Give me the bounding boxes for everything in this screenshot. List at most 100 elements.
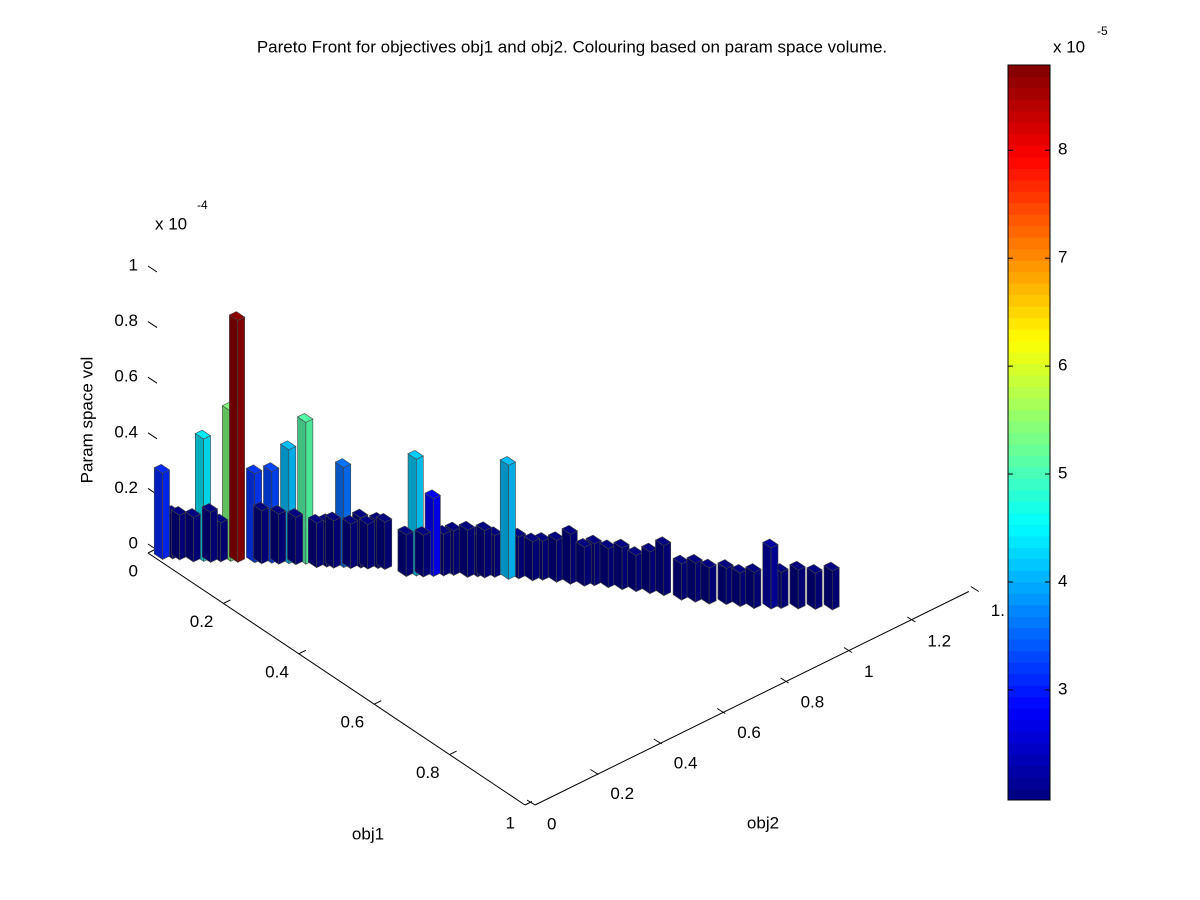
bar	[414, 526, 431, 578]
bar-front	[484, 526, 492, 579]
bar-side	[184, 511, 194, 563]
x-tick	[223, 599, 231, 604]
bar-top	[745, 563, 762, 573]
bar-top	[686, 554, 703, 564]
bar-top	[351, 508, 369, 519]
colorbar-frame	[1007, 64, 1051, 801]
bar	[613, 538, 630, 591]
colorbar-cell	[1008, 306, 1050, 319]
bar-side	[253, 504, 262, 565]
bar-side	[397, 528, 407, 578]
bar-top	[806, 564, 823, 574]
bar-front	[780, 568, 789, 610]
bar-top	[499, 456, 517, 466]
bar	[806, 564, 823, 611]
bar	[627, 546, 644, 593]
bar	[269, 504, 287, 565]
bar-top	[228, 311, 246, 321]
x-tick	[298, 649, 307, 655]
colorbar-cell	[1008, 340, 1050, 353]
bar	[201, 503, 219, 563]
colorbar-cell	[1008, 650, 1050, 663]
bar	[397, 525, 414, 578]
x-tick	[373, 700, 382, 705]
colorbar-cell	[1008, 731, 1050, 744]
bar	[717, 559, 734, 606]
bar-front	[797, 566, 806, 610]
bar-side	[641, 545, 651, 595]
bar-top	[717, 559, 734, 569]
colorbar-cell	[1008, 788, 1050, 801]
colorbar-cell	[1008, 719, 1050, 732]
bar-front	[708, 564, 717, 605]
y-tick-label: 0.8	[801, 692, 825, 711]
bar-top	[269, 504, 287, 515]
bar-side	[599, 542, 609, 589]
bar	[341, 514, 359, 570]
bar-side	[325, 514, 334, 569]
z-tick-label: 0	[129, 533, 138, 552]
bar-side	[270, 508, 280, 565]
z-tick	[147, 376, 158, 384]
colorbar-cell	[1008, 443, 1050, 456]
colorbar-cell	[1008, 294, 1050, 307]
colorbar-cell	[1008, 512, 1050, 525]
colorbar-cell	[1008, 248, 1050, 261]
colorbar-cell	[1008, 375, 1050, 388]
bar-front	[422, 531, 431, 578]
bar-front	[433, 494, 441, 577]
bar-front	[367, 520, 376, 570]
colorbar-cell	[1008, 352, 1050, 365]
bar	[307, 513, 325, 569]
colorbar-cell	[1008, 225, 1050, 238]
colorbar-cell	[1008, 432, 1050, 445]
colorbar-cell	[1008, 639, 1050, 652]
bar-side	[700, 561, 710, 605]
x-tick-label: 0.8	[416, 763, 440, 782]
bar-front	[333, 517, 341, 569]
colorbar-cell	[1008, 168, 1050, 181]
bar-front	[443, 530, 451, 577]
bar-front	[770, 544, 779, 610]
bar-side	[499, 459, 509, 580]
bar-front	[405, 531, 414, 578]
bar-side	[414, 529, 424, 578]
y-tick	[970, 586, 980, 592]
bar-front	[384, 518, 393, 571]
colorbar-cell	[1008, 237, 1050, 250]
x-axis-title: obj1	[352, 824, 384, 843]
bar-side	[376, 516, 386, 571]
colorbar-cell	[1008, 179, 1050, 192]
colorbar-cell	[1008, 478, 1050, 491]
colorbar-tick-label: 4	[1058, 571, 1067, 590]
colorbar-cell	[1008, 696, 1050, 709]
bar-top	[184, 508, 202, 518]
bar-top	[324, 511, 342, 522]
bar-front	[193, 513, 201, 563]
bar-top	[201, 503, 219, 513]
bar-side	[359, 518, 369, 570]
bar-side	[806, 567, 816, 611]
bar-front	[532, 538, 540, 582]
bar	[599, 539, 616, 589]
y-tick	[653, 738, 663, 745]
bar-top	[585, 534, 602, 545]
colorbar-cell	[1008, 76, 1050, 89]
bar	[458, 520, 476, 578]
colorbar-cell	[1008, 765, 1050, 778]
colorbar-cell	[1008, 283, 1050, 296]
bar-front	[814, 569, 823, 610]
colorbar-cell	[1008, 87, 1050, 100]
colorbar-cell	[1008, 673, 1050, 686]
bar-top	[789, 560, 806, 571]
bar	[575, 538, 592, 587]
colorbar-cell	[1008, 777, 1050, 790]
z-tick-label: 1	[129, 255, 138, 274]
colorbar-cell	[1008, 616, 1050, 629]
bar-top	[262, 462, 280, 472]
colorbar-cell	[1008, 489, 1050, 502]
bar	[228, 311, 246, 563]
bar-side	[547, 534, 557, 583]
bar-side	[170, 509, 180, 561]
bar-top	[397, 525, 414, 536]
